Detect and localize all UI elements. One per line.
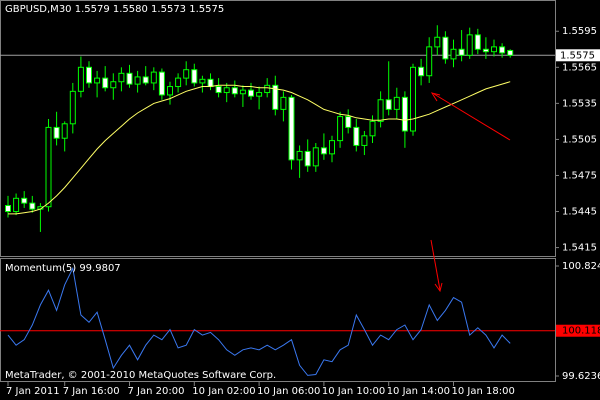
x-tick-label: 7 Jan 2011 — [6, 386, 60, 397]
x-tick-label: 7 Jan 20:00 — [128, 386, 185, 397]
candle-body — [110, 81, 117, 89]
candle-body — [77, 66, 84, 92]
candle-body — [223, 87, 230, 94]
trend-arrow — [433, 93, 511, 141]
candle-body — [361, 135, 368, 146]
candle-body — [329, 140, 335, 155]
x-tick-label: 10 Jan 14:00 — [387, 386, 450, 397]
candle-body — [207, 78, 214, 88]
candle-body — [239, 89, 246, 95]
candle-body — [442, 36, 449, 60]
candle-body — [426, 46, 433, 77]
y-tick-label: 1.5475 — [562, 170, 597, 181]
candle-body — [312, 147, 319, 167]
candle-body — [118, 72, 125, 83]
last-price-label: 1.5575 — [560, 50, 595, 61]
candle-body — [296, 150, 303, 161]
candle-body — [264, 84, 271, 94]
candle-body — [288, 96, 295, 161]
moving-average — [8, 81, 511, 215]
x-tick-label: 10 Jan 06:00 — [257, 386, 320, 397]
candle-body — [466, 34, 473, 56]
y-tick-label: 1.5415 — [562, 243, 597, 254]
candle-body — [158, 71, 165, 96]
level-label: 100.118 — [562, 326, 600, 337]
candle-body — [150, 71, 157, 84]
arrow-head — [434, 282, 443, 293]
candle-body — [86, 66, 92, 84]
candle-body — [418, 66, 425, 77]
candle-body — [61, 123, 68, 139]
candle-body — [474, 34, 481, 50]
candle-body — [94, 77, 101, 84]
candle-body — [280, 96, 287, 110]
candle-body — [499, 46, 506, 54]
indicator-panel — [0, 258, 556, 382]
candle-body — [345, 116, 352, 128]
candle-body — [13, 197, 20, 213]
y-tick-label: 100.8248 — [562, 261, 600, 272]
candle-body — [215, 86, 222, 94]
level-box — [556, 324, 600, 337]
y-tick-label: 1.5535 — [562, 98, 597, 109]
candle-body — [199, 78, 206, 84]
candle-body — [142, 76, 149, 84]
candle-body — [256, 92, 263, 97]
candle-body — [320, 147, 327, 155]
candle-body — [231, 87, 238, 95]
y-tick-label: 1.5505 — [562, 134, 597, 145]
chart-title: GBPUSD,M30 1.5579 1.5580 1.5573 1.5575 — [5, 4, 224, 15]
candle-body — [191, 69, 198, 84]
x-tick-label: 10 Jan 10:00 — [322, 386, 385, 397]
x-tick-label: 10 Jan 18:00 — [452, 386, 515, 397]
candle-body — [21, 197, 28, 204]
candle-body — [272, 84, 279, 110]
momentum-line — [7, 266, 511, 376]
plot: 1.5595 1.5565 1.5535 1.5505 1.5475 1.5445 1.54… — [0, 25, 600, 397]
candle-body — [337, 116, 344, 142]
candle-body — [482, 48, 489, 53]
candle-body — [401, 96, 408, 132]
candle-body — [45, 126, 52, 208]
candle-body — [410, 66, 416, 132]
candle-body — [353, 126, 360, 146]
candle-body — [385, 99, 392, 110]
y-tick-label: 1.5565 — [562, 62, 597, 73]
candle-body — [134, 76, 141, 85]
candle-body — [126, 72, 133, 85]
candle-body — [377, 99, 384, 122]
candle-body — [458, 48, 465, 56]
y-tick-label: 99.6236 — [562, 371, 600, 382]
candle-body — [393, 96, 400, 110]
x-tick-label: 7 Jan 16:00 — [63, 386, 120, 397]
footer: MetaTrader, © 2001-2010 MetaQuotes Softw… — [5, 370, 276, 381]
y-tick-label: 1.5445 — [562, 207, 597, 218]
price-panel — [0, 0, 556, 257]
candle-body — [102, 77, 109, 89]
indicator-title: Momentum(5) 99.9807 — [5, 263, 121, 274]
candle-body — [167, 86, 173, 96]
arrow-head — [430, 92, 441, 102]
y-tick-label: 1.5595 — [562, 26, 597, 37]
candle-body — [304, 150, 311, 167]
candle-body — [369, 120, 376, 137]
candle-body — [5, 205, 11, 213]
candle-body — [69, 90, 76, 125]
candle-body — [248, 89, 254, 97]
x-tick-label: 10 Jan 02:00 — [192, 386, 255, 397]
last-price-box — [556, 49, 600, 62]
candle-body — [53, 126, 60, 139]
candle-body — [507, 49, 514, 56]
candle-body — [175, 77, 182, 88]
candle-body — [491, 46, 497, 53]
candle-body — [183, 69, 190, 79]
candle-body — [450, 48, 457, 60]
trend-arrow — [430, 239, 441, 291]
candle-body — [434, 36, 441, 48]
candle-body — [29, 202, 36, 210]
